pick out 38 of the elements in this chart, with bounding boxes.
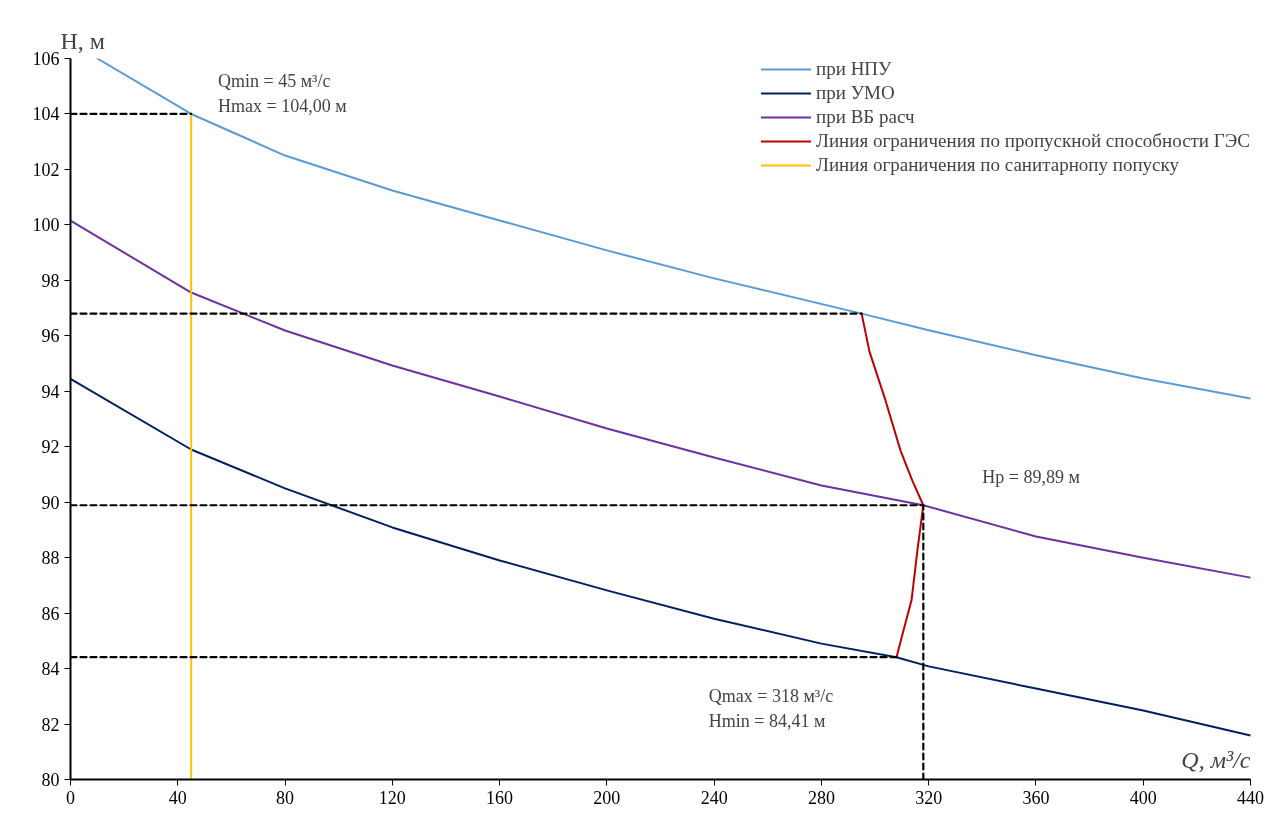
x-tick-label: 440: [1237, 787, 1264, 808]
x-tick-label: 400: [1129, 787, 1157, 808]
y-tick-label: 80: [41, 770, 60, 790]
y-tick-label: 82: [41, 714, 60, 735]
x-tick-label: 80: [276, 787, 295, 808]
annotation: Qmin = 45 м³/с: [218, 70, 331, 91]
x-tick-label: 320: [915, 787, 943, 808]
x-tick-label: 360: [1022, 787, 1050, 808]
y-tick-label: 96: [41, 326, 60, 347]
y-tick-label: 100: [32, 215, 60, 236]
y-tick-label: 102: [32, 159, 60, 180]
x-tick-label: 160: [486, 787, 514, 808]
x-tick-label: 200: [593, 787, 621, 808]
x-tick-label: 40: [168, 787, 187, 808]
y-tick-label: 104: [32, 104, 60, 125]
y-tick-label: 86: [41, 603, 60, 624]
y-tick-label: 106: [32, 49, 60, 69]
x-tick-label: 280: [807, 787, 835, 808]
x-tick-label: 240: [700, 787, 728, 808]
x-tick-label: 120: [378, 787, 406, 808]
legend-label: Линия ограничения по пропускной способности ГЭС: [816, 130, 1250, 152]
legend-label: при ВБ расч: [816, 106, 915, 128]
y-tick-label: 94: [41, 381, 60, 402]
y-axis-title: H, м: [60, 27, 106, 54]
legend-label: при НПУ: [816, 58, 892, 80]
y-tick-label: 92: [41, 437, 60, 458]
legend-label: при УМО: [816, 82, 895, 104]
y-tick-label: 98: [41, 270, 60, 291]
annotation: Qmax = 318 м³/с: [708, 686, 834, 707]
y-tick-label: 90: [41, 492, 60, 513]
annotation: Hmax = 104,00 м: [218, 95, 347, 116]
y-tick-label: 88: [41, 548, 60, 569]
x-tick-label: 0: [66, 787, 75, 808]
annotation: Hp = 89,89 м: [982, 467, 1080, 488]
annotation: Hmin = 84,41 м: [708, 711, 826, 732]
legend-label: Линия ограничения по санитарнопу попуску: [816, 154, 1179, 176]
x-axis-title: Q, м³/с: [1181, 746, 1251, 773]
y-tick-label: 84: [41, 659, 60, 680]
